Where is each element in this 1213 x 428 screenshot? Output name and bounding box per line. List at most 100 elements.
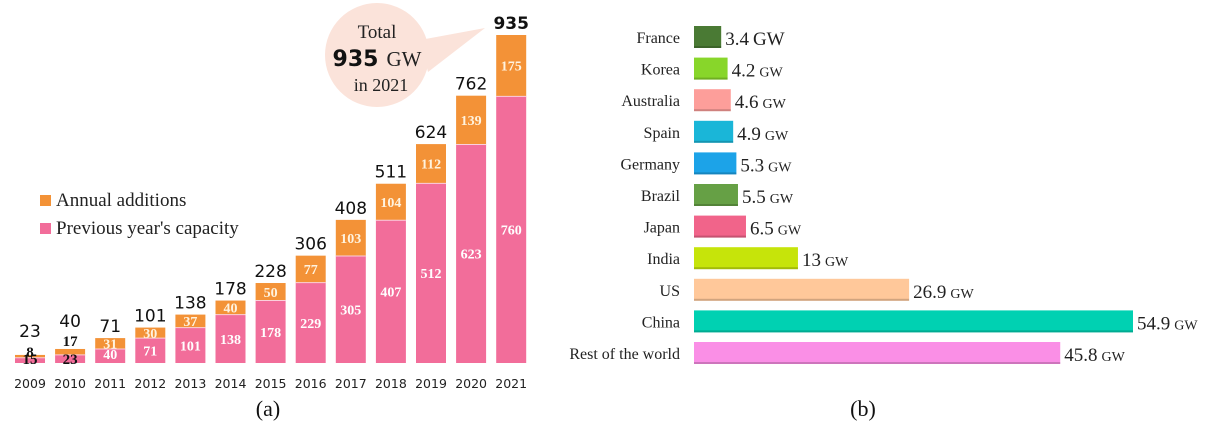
bar-row-spain: Spain 4.9 GW [644, 120, 789, 145]
data-label-addition: 103 [340, 232, 361, 247]
value-label: 4.2 GW [732, 61, 784, 82]
data-label-total: 40 [59, 312, 81, 332]
value-number: 45.8 [1064, 345, 1097, 366]
bar-shadow [694, 267, 798, 270]
x-tick-label: 2010 [54, 376, 86, 391]
bar-annual-additions [496, 35, 527, 97]
value-number: 26.9 [913, 282, 946, 303]
category-label: France [636, 30, 680, 47]
data-label-addition: 139 [461, 114, 482, 129]
value-unit: GW [770, 192, 794, 207]
value-number: 54.9 [1137, 313, 1170, 334]
value-label: 13 GW [802, 250, 849, 271]
bar [694, 57, 728, 80]
data-label-previous: 101 [180, 339, 201, 354]
legend-item: Previous year's capacity [40, 218, 239, 239]
bar-annual-additions [295, 255, 326, 283]
value-label: 45.8 GW [1064, 345, 1125, 366]
value-unit: GW [759, 66, 783, 81]
callout-value: 935 [333, 47, 379, 72]
data-label-previous: 512 [421, 267, 442, 282]
x-tick-label: 2015 [255, 376, 287, 391]
data-label-total: 762 [455, 75, 487, 95]
bar-group-2018: 407 104 511 [375, 163, 407, 363]
data-label-previous: 71 [143, 345, 157, 360]
bar-previous-capacity [295, 282, 326, 363]
caption-a: (a) [256, 396, 280, 421]
bar-row-rest-of-the-world: Rest of the world 45.8 GW [569, 342, 1126, 366]
x-tick-label: 2016 [295, 376, 327, 391]
bar-shadow [694, 330, 1133, 333]
bar-row-australia: Australia 4.6 GW [621, 89, 787, 113]
data-label-previous: 178 [260, 326, 281, 341]
bar-shadow [694, 298, 910, 301]
bar-previous-capacity [55, 354, 86, 363]
value-unit: GW [1174, 318, 1198, 333]
bar-shadow [694, 109, 731, 112]
bar-annual-additions [456, 95, 487, 145]
value-number: 4.9 [737, 124, 761, 145]
data-label-total: 71 [99, 317, 121, 337]
data-label-total: 101 [134, 307, 166, 327]
bar-previous-capacity [496, 96, 527, 363]
data-label-previous: 23 [63, 352, 78, 368]
x-tick-label: 2013 [174, 376, 206, 391]
bar [694, 247, 798, 270]
data-label-previous: 760 [501, 224, 522, 239]
data-label-previous: 138 [220, 333, 241, 348]
data-label-total: 408 [335, 199, 367, 219]
bar-row-germany: Germany 5.3 GW [620, 152, 792, 176]
value-unit: GW [765, 129, 789, 144]
bar-shadow [694, 77, 728, 80]
bar-row-china: China 54.9 GW [642, 310, 1198, 334]
category-label: Germany [620, 156, 680, 173]
value-number: 5.3 [740, 155, 764, 176]
data-label-previous: 229 [300, 317, 321, 332]
legend-a: Annual additions Previous year's capacity [40, 190, 239, 239]
x-tick-label: 2017 [335, 376, 367, 391]
bar-row-korea: Korea 4.2 GW [641, 57, 784, 82]
value-label: 6.5 GW [750, 219, 802, 240]
category-label: India [647, 251, 680, 268]
bar-shadow [694, 172, 737, 175]
bar-row-us: US 26.9 GW [660, 278, 974, 303]
data-label-previous: 15 [23, 352, 38, 368]
data-label-total: 178 [214, 280, 246, 300]
data-label-previous: 305 [340, 304, 361, 319]
value-number: 5.5 [742, 187, 766, 208]
value-unit: GW [825, 255, 849, 270]
x-tick-label: 2011 [94, 376, 126, 391]
bar-group-2021: 760 175 935 [493, 14, 529, 363]
data-label-total: 624 [415, 123, 447, 143]
callout-line3: in 2021 [354, 75, 409, 95]
value-number: 4.6 [735, 92, 759, 113]
x-tick-label: 2020 [455, 376, 487, 391]
bar-previous-capacity [215, 314, 246, 363]
bar-annual-additions [95, 338, 126, 349]
bar-shadow [694, 235, 746, 238]
data-label-total: 306 [294, 235, 326, 255]
value-label: 3.4 GW [725, 29, 784, 50]
x-tick-label: 2018 [375, 376, 407, 391]
value-unit: GW [768, 160, 792, 175]
bar-group-2015: 178 50 228 [254, 262, 287, 363]
bar-group-2014: 138 40 178 [214, 280, 247, 363]
bar-shadow [694, 362, 1061, 364]
bar-previous-capacity [135, 338, 166, 363]
bar-annual-additions [375, 183, 406, 221]
x-tick-label: 2014 [215, 376, 247, 391]
data-label-addition: 40 [224, 302, 238, 317]
data-label-addition: 175 [501, 60, 522, 75]
x-tick-label: 2021 [495, 376, 527, 391]
bar-annual-additions [416, 144, 446, 184]
x-tick-label: 2019 [415, 376, 447, 391]
bar-previous-capacity [416, 183, 446, 363]
total-callout: Total 935 GW in 2021 [325, 3, 485, 107]
value-unit: GW [778, 224, 802, 239]
legend-item: Annual additions [40, 190, 186, 211]
callout-bubble [325, 3, 429, 107]
